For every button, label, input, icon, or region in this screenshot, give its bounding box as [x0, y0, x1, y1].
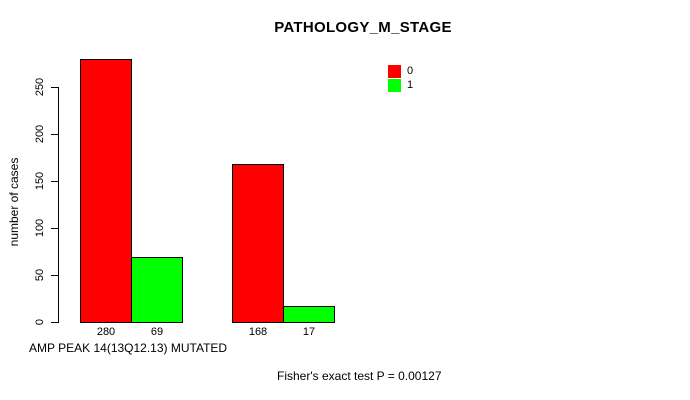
y-axis-tick	[51, 87, 58, 88]
y-axis-tick-label: 150	[34, 171, 46, 191]
y-axis-line	[58, 87, 59, 323]
legend-swatch-0	[388, 65, 401, 78]
bar-value-label: 69	[150, 326, 164, 338]
bar-group1-series-0	[80, 58, 132, 323]
y-axis-tick	[51, 228, 58, 229]
y-axis-tick	[51, 275, 58, 276]
fisher-test-annotation: Fisher's exact test P = 0.00127	[277, 369, 442, 383]
bar-group2-series-0	[232, 164, 284, 323]
bar-group2-series-1	[283, 306, 335, 323]
legend-label-0: 0	[407, 65, 414, 77]
y-axis-tick-label: 200	[34, 124, 46, 144]
bar-value-label: 17	[302, 326, 316, 338]
y-axis-tick-label: 250	[34, 77, 46, 97]
bar-value-label: 280	[96, 326, 116, 338]
y-axis-tick	[51, 134, 58, 135]
y-axis-tick	[51, 322, 58, 323]
y-axis-tick-label: 100	[34, 218, 46, 238]
chart-title: PATHOLOGY_M_STAGE	[274, 19, 452, 36]
y-axis-tick-label: 50	[34, 268, 46, 282]
legend-item-0: 0	[388, 65, 413, 78]
legend-item-1: 1	[388, 79, 413, 92]
y-axis-title: number of cases	[7, 157, 21, 247]
x-axis-label: AMP PEAK 14(13Q12.13) MUTATED	[29, 341, 228, 355]
bar-value-label: 168	[248, 326, 268, 338]
legend-label-1: 1	[407, 79, 414, 91]
y-axis-tick	[51, 181, 58, 182]
legend-swatch-1	[388, 79, 401, 92]
bar-group1-series-1	[131, 257, 183, 323]
y-axis-tick-label: 0	[34, 318, 46, 326]
